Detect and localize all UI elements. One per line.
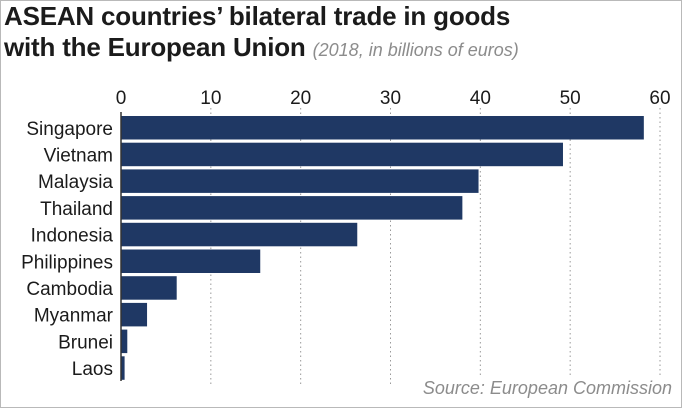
x-tick-label: 50: [560, 88, 581, 109]
x-tick-label: 30: [380, 88, 401, 109]
bar-cambodia: [121, 276, 177, 300]
category-label-thailand: Thailand: [40, 199, 113, 220]
category-label-singapore: Singapore: [26, 119, 113, 140]
category-label-brunei: Brunei: [58, 332, 113, 353]
category-label-vietnam: Vietnam: [44, 145, 113, 166]
bar-indonesia: [121, 222, 358, 247]
x-tick-label: 20: [290, 88, 311, 109]
x-tick-label: 0: [116, 88, 127, 109]
bar-laos: [121, 356, 125, 380]
category-labels: Singapore Vietnam Malaysia Thailand Indonesi…: [21, 119, 114, 380]
bar-singapore: [121, 116, 644, 140]
x-axis-ticks: 0 10 20 30 40 50 60: [116, 88, 671, 109]
category-label-laos: Laos: [72, 359, 113, 380]
x-tick-label: 10: [200, 88, 221, 109]
bar-malaysia: [121, 169, 479, 193]
title-line-2: with the European Union: [4, 32, 306, 62]
category-label-cambodia: Cambodia: [26, 279, 113, 300]
x-tick-label: 40: [470, 88, 491, 109]
bar-thailand: [121, 196, 463, 220]
category-label-philippines: Philippines: [21, 252, 113, 273]
bar-brunei: [121, 329, 128, 354]
x-tick-label: 60: [649, 88, 670, 109]
bar-vietnam: [121, 142, 563, 167]
title-line-1: ASEAN countries’ bilateral trade in good…: [4, 1, 511, 31]
category-label-malaysia: Malaysia: [38, 172, 113, 193]
bars: [121, 116, 644, 380]
bar-myanmar: [121, 302, 148, 327]
source-note: Source: European Commission: [418, 378, 672, 399]
chart-title: ASEAN countries’ bilateral trade in good…: [4, 1, 680, 66]
category-label-myanmar: Myanmar: [34, 306, 114, 327]
chart-subtitle: (2018, in billions of euros): [312, 40, 519, 60]
bar-philippines: [121, 249, 261, 273]
category-label-indonesia: Indonesia: [31, 226, 114, 247]
